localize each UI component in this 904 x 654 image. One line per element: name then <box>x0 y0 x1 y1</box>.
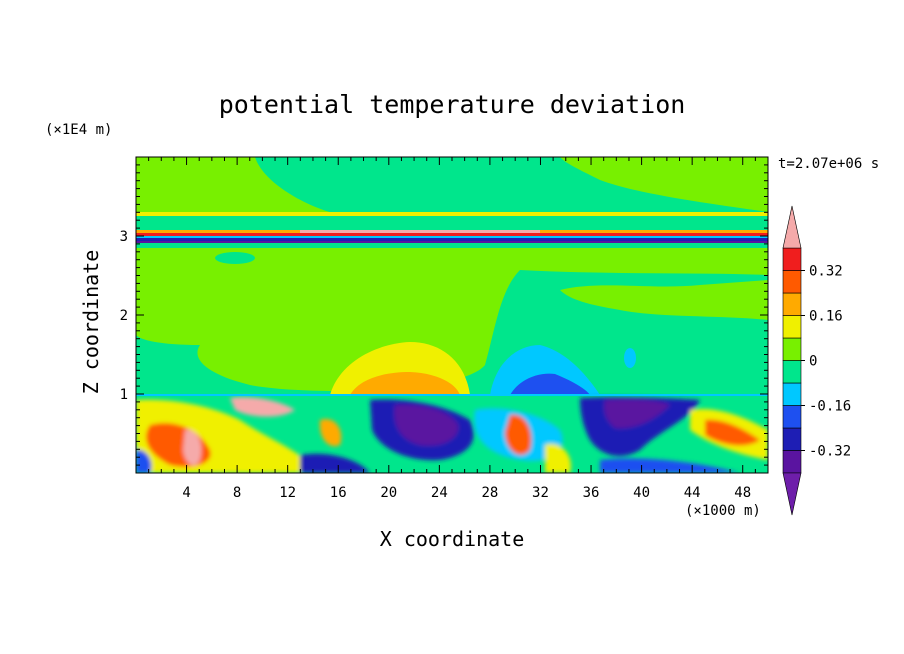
x-tick-label: 44 <box>684 485 701 501</box>
x-tick-label: 20 <box>380 485 397 501</box>
x-tick-label: 48 <box>734 485 751 501</box>
colorbar-segment <box>783 248 801 271</box>
x-unit-label: (×1000 m) <box>685 503 761 519</box>
y-axis-label: Z coordinate <box>79 250 103 395</box>
colorbar-tick-label: 0.16 <box>809 309 843 325</box>
colorbar-segment <box>783 293 801 316</box>
field-dot-right <box>624 348 636 368</box>
x-tick-label: 32 <box>532 485 549 501</box>
colorbar-segment <box>783 271 801 294</box>
time-label: t=2.07e+06 s <box>778 156 879 172</box>
colorbar-segment <box>783 406 801 429</box>
colorbar-segment <box>783 383 801 406</box>
field-band-cyan <box>136 236 768 238</box>
colorbar: -0.32 -0.16 0 0.16 0.32 <box>783 206 851 515</box>
x-tick-label: 12 <box>279 485 296 501</box>
colorbar-over-arrow <box>783 206 801 248</box>
field-band-red <box>136 233 768 236</box>
colorbar-tick-label: -0.16 <box>809 399 851 415</box>
field-band-pink <box>300 230 540 233</box>
field-band-green-lower <box>136 243 768 248</box>
field-band-darkblue <box>136 238 768 241</box>
y-tick-label: 3 <box>120 229 128 245</box>
x-tick-label: 24 <box>431 485 448 501</box>
x-tick-label: 40 <box>633 485 650 501</box>
x-tick-label: 4 <box>182 485 190 501</box>
field-interface-line <box>136 394 768 396</box>
colorbar-segment <box>783 338 801 361</box>
x-tick-label: 36 <box>583 485 600 501</box>
x-tick-label: 28 <box>481 485 498 501</box>
field-band-purple <box>136 241 768 243</box>
colorbar-tick-label: 0.32 <box>809 264 843 280</box>
field-band-green <box>136 216 768 230</box>
colorbar-segment <box>783 428 801 451</box>
field-dot-left <box>215 252 255 264</box>
y-unit-label: (×1E4 m) <box>45 122 112 138</box>
x-axis-label: X coordinate <box>380 527 525 551</box>
field-band-yellow <box>136 212 768 216</box>
colorbar-under-arrow <box>783 473 801 515</box>
colorbar-segment <box>783 361 801 384</box>
y-tick-label: 1 <box>120 387 128 403</box>
colorbar-tick-label: 0 <box>809 354 817 370</box>
contour-field <box>136 157 768 473</box>
colorbar-tick-label: -0.32 <box>809 444 851 460</box>
colorbar-segment <box>783 451 801 474</box>
x-tick-label: 16 <box>330 485 347 501</box>
chart-title: potential temperature deviation <box>219 90 686 119</box>
colorbar-segment <box>783 316 801 339</box>
x-tick-label: 8 <box>233 485 241 501</box>
y-tick-label: 2 <box>120 308 128 324</box>
